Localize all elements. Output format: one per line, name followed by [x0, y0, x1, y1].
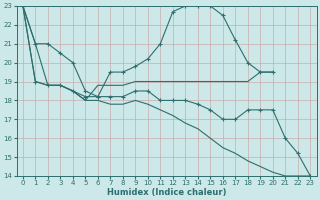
X-axis label: Humidex (Indice chaleur): Humidex (Indice chaleur)	[107, 188, 226, 197]
